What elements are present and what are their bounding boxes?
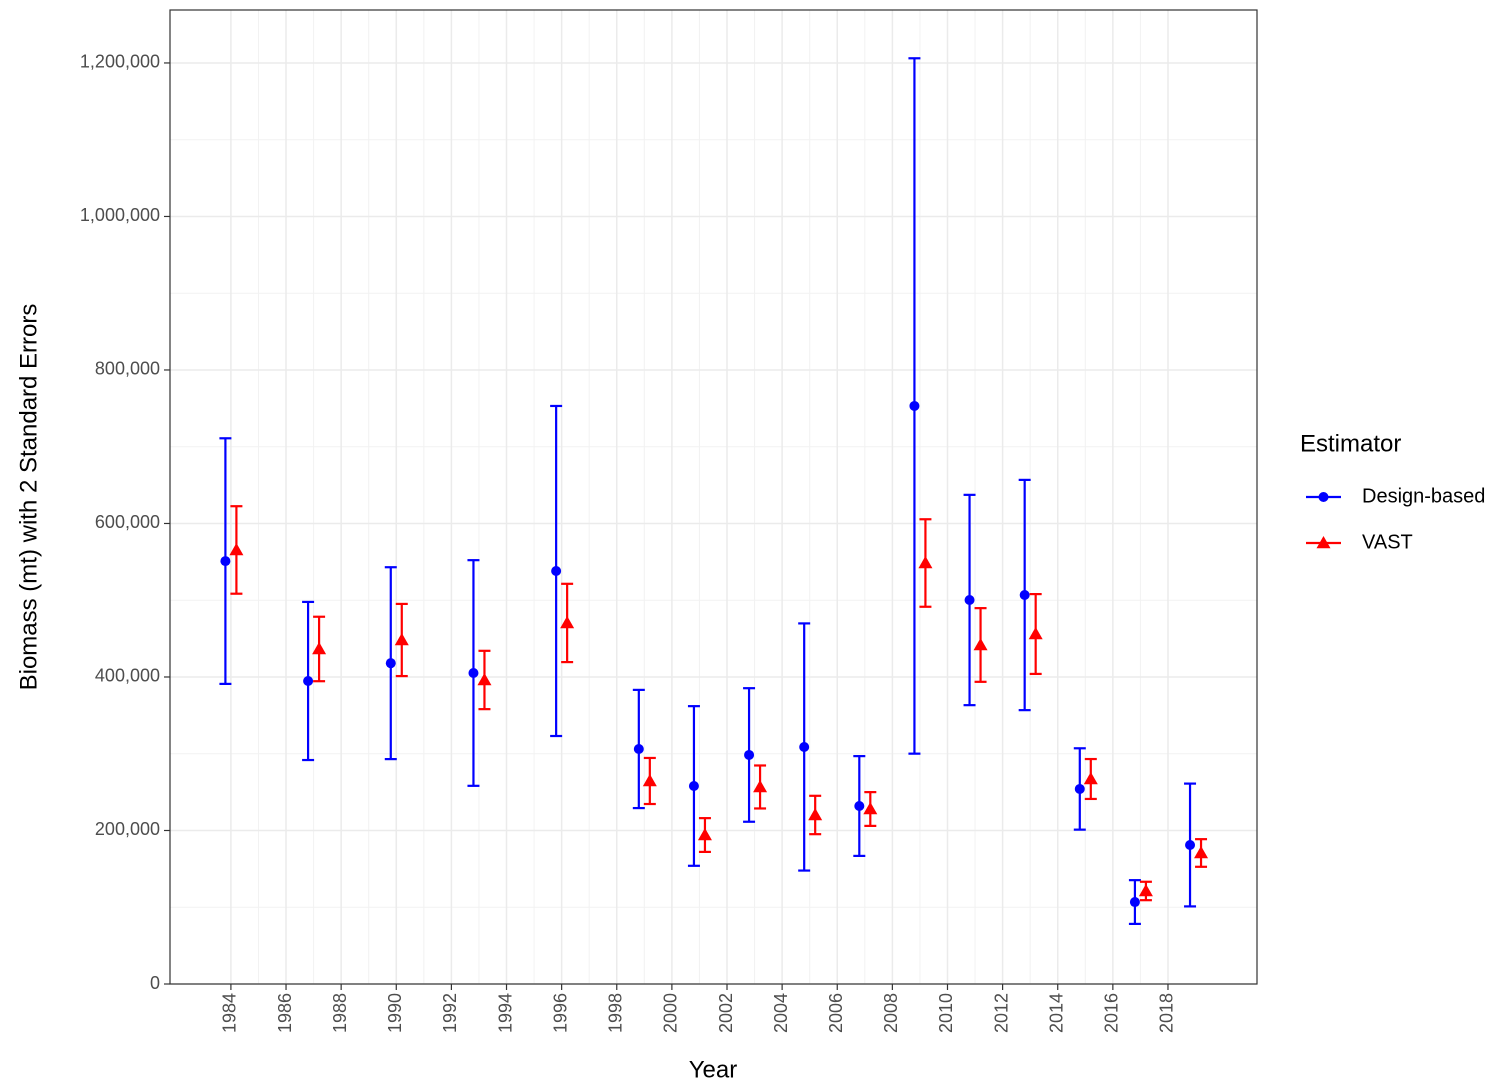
y-tick-label: 200,000	[95, 819, 160, 839]
point	[854, 801, 865, 812]
x-tick-label: 2008	[881, 993, 901, 1033]
point	[1083, 771, 1098, 785]
point	[697, 828, 712, 841]
series	[229, 505, 1209, 902]
y-tick-label: 600,000	[95, 512, 160, 532]
point	[642, 773, 657, 787]
y-tick-label: 1,000,000	[80, 205, 160, 225]
x-tick-label: 2012	[991, 993, 1011, 1033]
point	[1074, 783, 1085, 794]
y-tick-label: 1,200,000	[80, 52, 160, 72]
point	[918, 556, 933, 569]
point	[808, 807, 823, 821]
point	[1129, 897, 1140, 908]
x-tick-label: 2002	[716, 993, 736, 1033]
point	[1185, 839, 1196, 850]
x-tick-label: 1984	[220, 993, 240, 1033]
point	[477, 672, 492, 686]
x-tick-label: 2010	[936, 993, 956, 1033]
point	[1194, 845, 1209, 859]
point	[1138, 883, 1153, 897]
x-tick-label: 2014	[1046, 993, 1066, 1033]
point	[799, 741, 810, 752]
y-tick-label: 400,000	[95, 666, 160, 686]
point	[1028, 627, 1043, 640]
x-tick-label: 1986	[275, 993, 295, 1033]
legend-label: Design-based	[1362, 485, 1485, 507]
legend-title: Estimator	[1300, 430, 1401, 457]
y-tick-label: 800,000	[95, 359, 160, 379]
point	[633, 743, 644, 754]
y-axis-label: Biomass (mt) with 2 Standard Errors	[15, 304, 42, 691]
x-tick-label: 1990	[385, 993, 405, 1033]
legend-marker	[1318, 492, 1329, 502]
x-tick-label: 1994	[495, 993, 515, 1033]
point	[964, 595, 975, 606]
x-tick-label: 2018	[1157, 993, 1177, 1033]
point	[468, 667, 479, 678]
legend-label: VAST	[1362, 531, 1413, 553]
x-tick-label: 1998	[606, 993, 626, 1033]
x-tick-label: 2000	[661, 993, 681, 1033]
legend-marker	[1316, 536, 1331, 549]
point	[909, 400, 920, 411]
plot-border	[169, 9, 1258, 985]
point	[385, 658, 396, 669]
plot-background	[170, 10, 1257, 984]
point	[229, 542, 244, 556]
x-tick-label: 1996	[550, 993, 570, 1033]
point	[863, 802, 878, 815]
point	[688, 780, 699, 791]
x-tick-label: 2006	[826, 993, 846, 1033]
point	[394, 632, 409, 646]
point	[744, 749, 755, 760]
x-tick-label: 2016	[1102, 993, 1122, 1033]
y-tick-label: 0	[150, 973, 160, 993]
point	[220, 556, 231, 567]
x-axis-label: Year	[689, 1056, 738, 1083]
x-tick-label: 1992	[440, 993, 460, 1033]
point	[1019, 590, 1030, 601]
point	[753, 779, 768, 793]
x-tick-label: 2004	[771, 993, 791, 1033]
point	[551, 565, 562, 576]
x-tick-label: 1988	[330, 993, 350, 1033]
point	[973, 637, 988, 651]
point	[560, 615, 575, 629]
point	[312, 641, 327, 655]
point	[303, 675, 314, 686]
series	[219, 57, 1197, 926]
